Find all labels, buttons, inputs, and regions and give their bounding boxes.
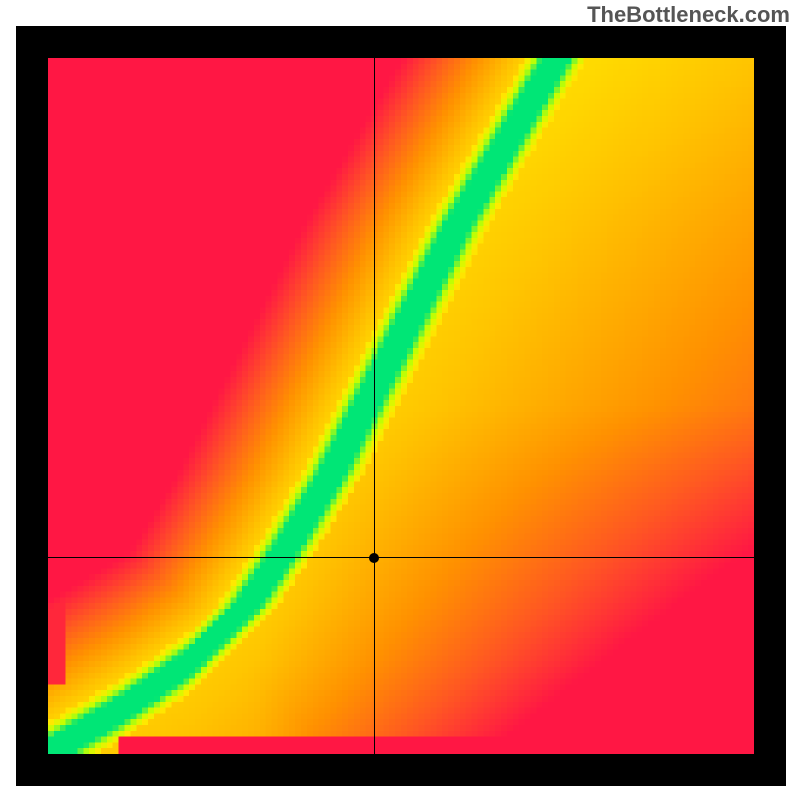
chart-container: TheBottleneck.com: [0, 0, 800, 800]
watermark-text: TheBottleneck.com: [587, 2, 790, 28]
crosshair-horizontal: [48, 557, 754, 558]
crosshair-marker: [369, 553, 379, 563]
crosshair-vertical: [374, 58, 375, 754]
bottleneck-heatmap: [48, 58, 754, 754]
